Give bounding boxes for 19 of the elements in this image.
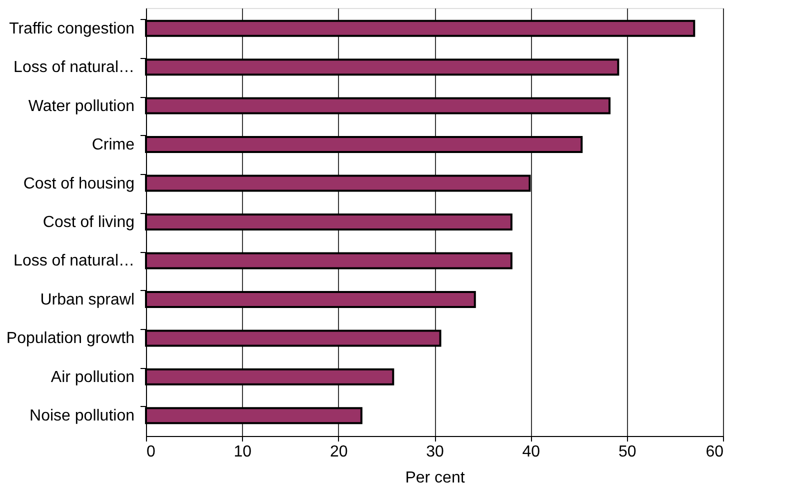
y-tick-label: Cost of living — [42, 214, 134, 231]
y-tick-label: Water pollution — [28, 98, 134, 115]
x-tick-label: 50 — [618, 444, 636, 460]
y-tick-label: Noise pollution — [30, 408, 134, 425]
y-tick-label: Loss of natural… — [14, 252, 134, 270]
x-tick-label: 0 — [146, 444, 156, 460]
x-axis-title: Per cent — [405, 470, 466, 486]
x-tick-label: 30 — [426, 444, 444, 460]
y-tick-label: Urban sprawl — [40, 291, 134, 308]
y-tick-label: Cost of housing — [23, 175, 134, 192]
x-tick-label: 60 — [706, 444, 724, 460]
y-tick-label: Crime — [92, 136, 135, 154]
x-tick-label: 10 — [234, 444, 252, 460]
y-tick-label: Loss of natural… — [14, 59, 134, 76]
y-tick-label: Traffic congestion — [9, 20, 134, 38]
y-tick-label: Population growth — [6, 330, 134, 348]
x-tick-label: 20 — [330, 444, 348, 460]
x-tick-label: 40 — [522, 444, 540, 460]
y-tick-label: Air pollution — [50, 368, 134, 386]
